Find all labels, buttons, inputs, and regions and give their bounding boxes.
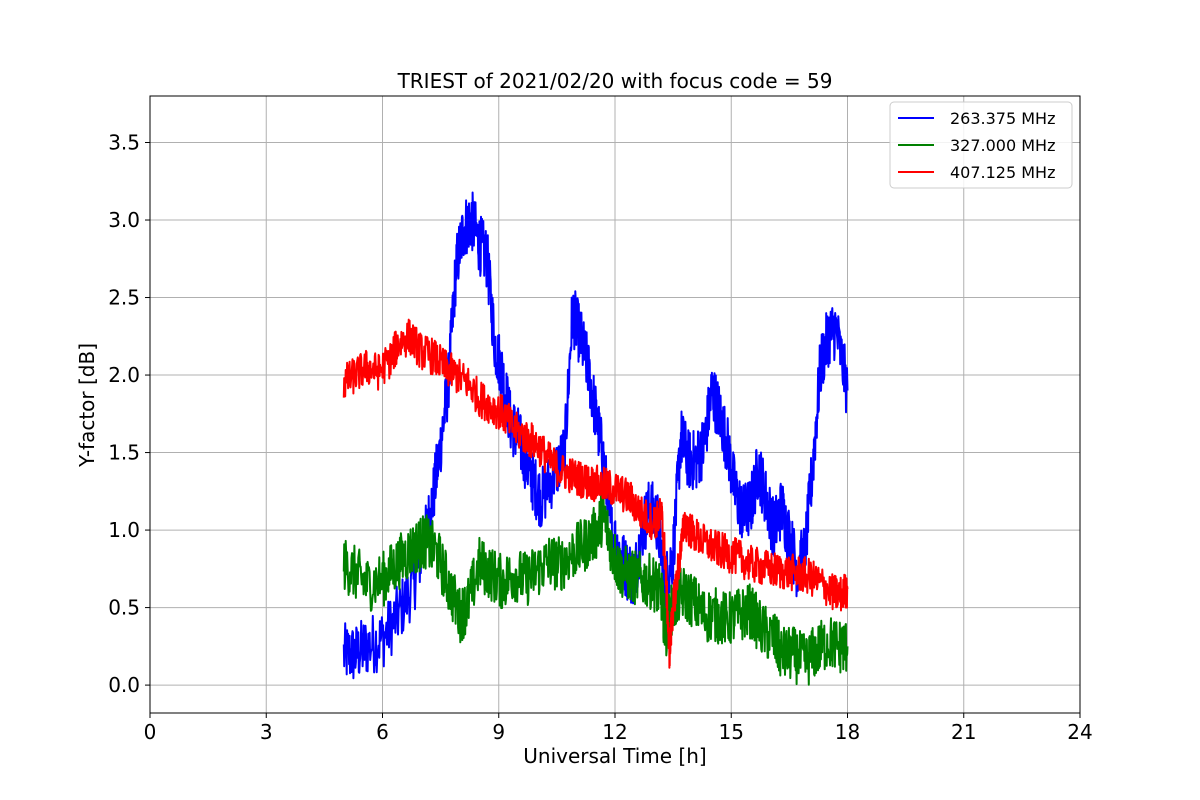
legend-box (889, 101, 1073, 189)
legend-label-327: 327.000 MHz (950, 136, 1055, 155)
series-line-0 (342, 191, 849, 680)
y-axis-label: Y-factor [dB] (75, 343, 99, 468)
legend: 263.375 MHz 327.000 MHz 407.125 MHz (889, 101, 1073, 189)
series-line-1 (342, 491, 849, 686)
x-tick-label: 3 (260, 720, 273, 744)
y-tick-label: 0.0 (108, 673, 140, 697)
x-axis-label: Universal Time [h] (523, 744, 706, 768)
series-line-2 (342, 318, 849, 669)
x-axis: 0 3 6 9 12 15 18 21 24 (144, 713, 1093, 744)
y-tick-label: 1.5 (108, 441, 140, 465)
x-tick-label: 15 (719, 720, 744, 744)
legend-label-263: 263.375 MHz (950, 109, 1055, 128)
x-tick-label: 6 (376, 720, 389, 744)
chart-title: TRIEST of 2021/02/20 with focus code = 5… (397, 69, 833, 93)
plot-series (342, 191, 849, 686)
x-tick-label: 12 (602, 720, 627, 744)
x-tick-label: 18 (835, 720, 860, 744)
x-tick-label: 24 (1067, 720, 1092, 744)
grid-lines (149, 96, 1081, 713)
x-tick-label: 0 (144, 720, 157, 744)
legend-label-407: 407.125 MHz (950, 163, 1055, 182)
y-tick-label: 3.5 (108, 131, 140, 155)
y-tick-label: 2.5 (108, 286, 140, 310)
x-tick-label: 9 (492, 720, 505, 744)
x-tick-label: 21 (951, 720, 976, 744)
y-axis: 0.0 0.5 1.0 1.5 2.0 2.5 3.0 3.5 (108, 131, 150, 697)
y-tick-label: 3.0 (108, 208, 140, 232)
y-tick-label: 2.0 (108, 363, 140, 387)
y-tick-label: 0.5 (108, 596, 140, 620)
y-tick-label: 1.0 (108, 518, 140, 542)
